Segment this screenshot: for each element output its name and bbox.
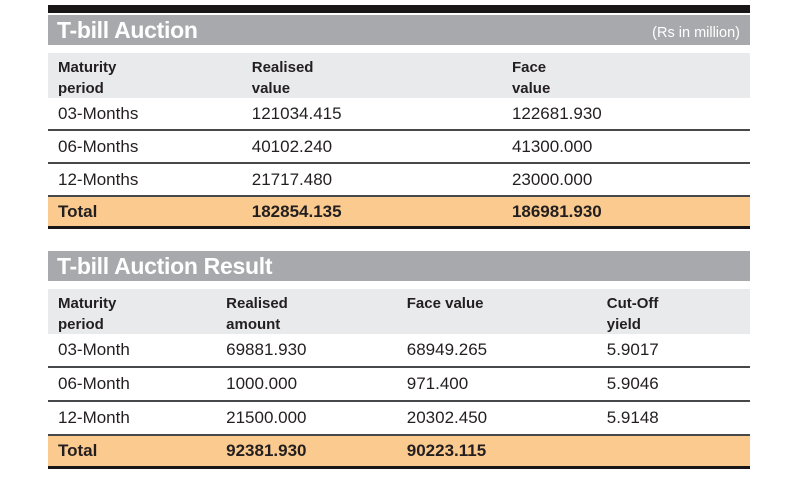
cell-maturity-period: 06-Month: [58, 374, 130, 393]
cell-total-realised-value: 182854.135: [251, 201, 342, 221]
cell-maturity-period: 03-Month: [58, 340, 130, 359]
table1-column-header-row: Maturity period Realised value Face valu…: [48, 53, 750, 98]
header-line: Face value: [406, 295, 484, 312]
cell-maturity-period: 12-Months: [58, 169, 139, 189]
cell-realised-amount: 69881.930: [226, 340, 307, 359]
table-row: 12-Month 21500.000 20302.450 5.9148: [48, 402, 750, 436]
cell-face-value: 971.400: [406, 374, 469, 393]
table-row: 06-Month 1000.000 971.400 5.9046: [48, 368, 750, 402]
cell-cutoff-yield: 5.9017: [606, 340, 659, 359]
column-header-realised-amount: Realised amount: [226, 294, 407, 335]
table2-title-bar: T-bill Auction Result: [48, 251, 750, 281]
header-line: Maturity: [58, 295, 117, 312]
cell-face-value: 122681.930: [511, 103, 602, 123]
cell-maturity-period: 12-Month: [58, 408, 130, 427]
total-row: Total 92381.930 90223.115: [48, 436, 750, 469]
header-line: Face: [511, 59, 547, 76]
cell-total-face-value: 90223.115: [406, 441, 487, 460]
cell-total-realised-amount: 92381.930: [226, 441, 307, 460]
column-header-face-value: Face value: [407, 294, 607, 335]
cell-cutoff-yield: 5.9148: [606, 408, 659, 427]
table-row: 12-Months 21717.480 23000.000: [48, 164, 750, 197]
header-line: Cut-Off: [606, 295, 659, 312]
table-row: 03-Month 69881.930 68949.265 5.9017: [48, 334, 750, 368]
cell-cutoff-yield: 5.9046: [606, 374, 659, 393]
header-line: Realised: [251, 59, 314, 76]
cell-total-label: Total: [58, 201, 98, 221]
total-row: Total 182854.135 186981.930: [48, 197, 750, 229]
column-header-cutoff-yield: Cut-Off yield: [607, 294, 750, 335]
unit-note: (Rs in million): [652, 25, 740, 41]
page: T-bill Auction (Rs in million) Maturity …: [48, 5, 750, 469]
cell-face-value: 23000.000: [511, 169, 593, 189]
header-line: value: [511, 79, 551, 97]
header-line: value: [251, 79, 291, 97]
cell-realised-amount: 21500.000: [226, 408, 307, 427]
column-header-maturity-period: Maturity period: [58, 294, 226, 335]
header-line: Realised: [226, 295, 288, 312]
cell-maturity-period: 06-Months: [58, 136, 139, 156]
column-header-realised-value: Realised value: [252, 58, 512, 99]
header-line: Maturity: [58, 59, 117, 76]
cell-face-value: 41300.000: [511, 136, 593, 156]
top-accent-bar: [48, 5, 750, 13]
cell-realised-value: 21717.480: [251, 169, 333, 189]
cell-face-value: 68949.265: [406, 340, 488, 359]
cell-total-face-value: 186981.930: [511, 201, 602, 221]
column-header-maturity-period: Maturity period: [58, 58, 252, 99]
cell-maturity-period: 03-Months: [58, 103, 139, 123]
table1-title-bar: T-bill Auction (Rs in million): [48, 15, 750, 45]
table2-column-header-row: Maturity period Realised amount Face val…: [48, 289, 750, 334]
tbill-auction-section: T-bill Auction (Rs in million) Maturity …: [48, 15, 750, 229]
header-line: period: [58, 315, 104, 333]
cell-total-label: Total: [58, 441, 98, 460]
table1-title: T-bill Auction: [57, 16, 198, 43]
cell-realised-value: 121034.415: [251, 103, 342, 123]
tbill-auction-result-section: T-bill Auction Result Maturity period Re…: [48, 251, 750, 469]
table2-title: T-bill Auction Result: [57, 252, 273, 279]
header-line: yield: [606, 315, 641, 333]
table-row: 03-Months 121034.415 122681.930: [48, 98, 750, 131]
table-row: 06-Months 40102.240 41300.000: [48, 131, 750, 164]
cell-realised-value: 40102.240: [251, 136, 333, 156]
cell-face-value: 20302.450: [406, 408, 488, 427]
header-line: amount: [226, 315, 281, 333]
column-header-face-value: Face value: [512, 58, 750, 99]
header-line: period: [58, 79, 104, 97]
cell-realised-amount: 1000.000: [226, 374, 298, 393]
